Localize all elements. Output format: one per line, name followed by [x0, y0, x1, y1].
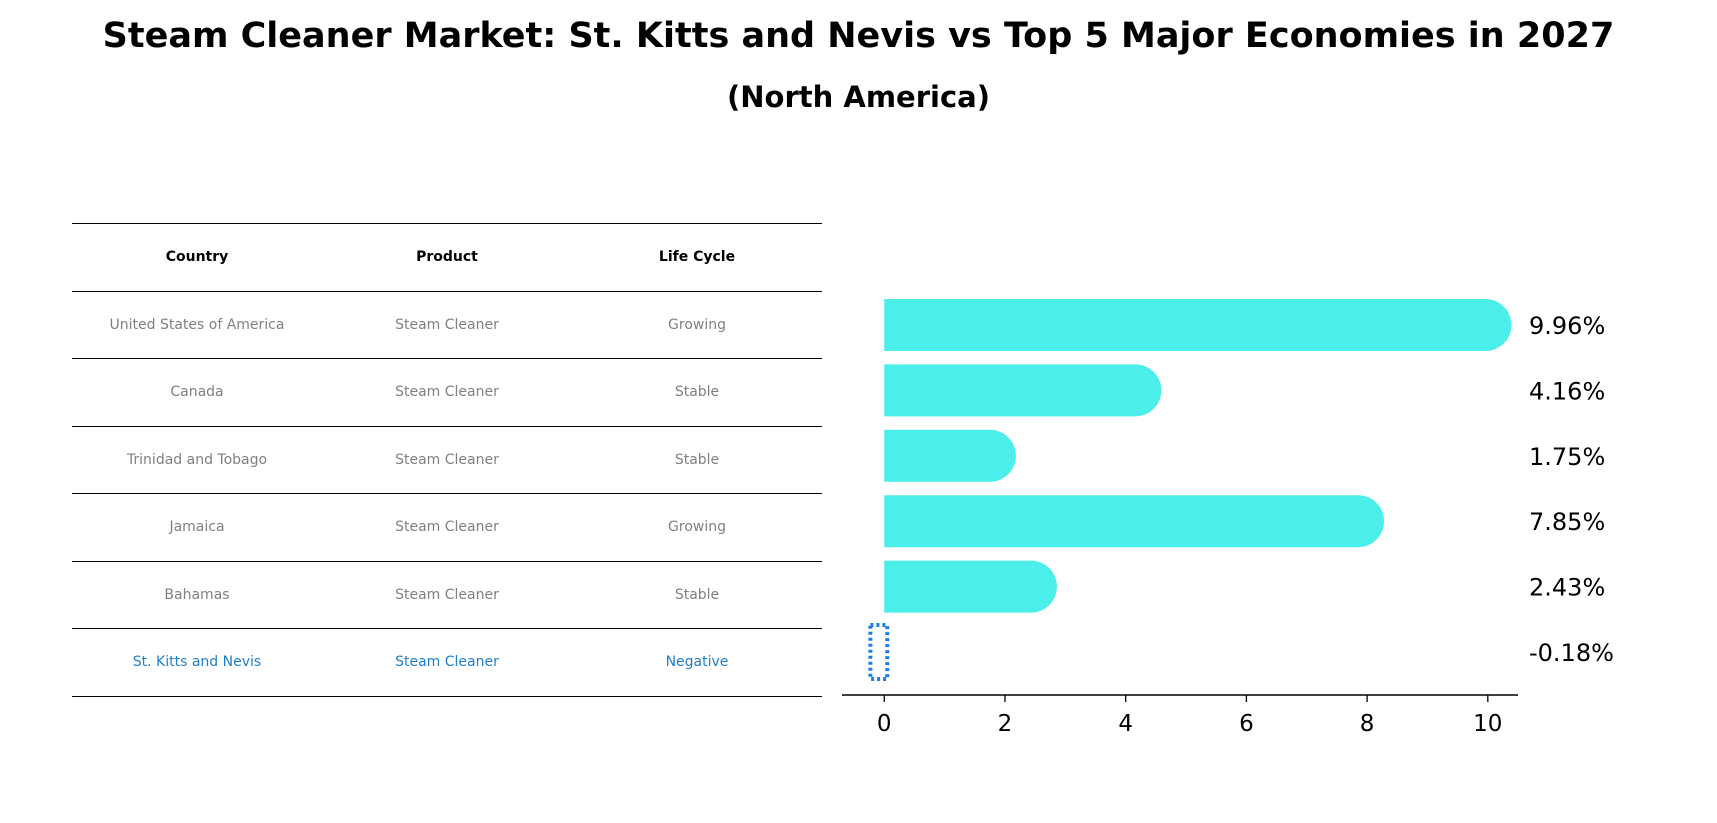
country-cell: Canada — [170, 384, 224, 401]
bar — [884, 299, 1512, 351]
table-row: Trinidad and Tobago Steam Cleaner Stable — [72, 425, 822, 494]
life-cycle-cell: Stable — [674, 451, 720, 468]
data-label: 7.85% — [1529, 508, 1605, 536]
product-cell: Steam Cleaner — [395, 519, 499, 536]
table-header-row: Country Product Life Cycle — [72, 223, 822, 291]
data-label: 4.16% — [1529, 377, 1605, 405]
bar — [884, 429, 1016, 482]
table-row: Bahamas Steam Cleaner Stable — [72, 560, 822, 629]
country-cell: United States of America — [109, 316, 285, 333]
bar — [884, 364, 1162, 417]
x-tick-label: 10 — [1473, 711, 1502, 737]
lifecycle-table: Country Product Life Cycle United States… — [72, 223, 822, 697]
life-cycle-cell: Growing — [668, 519, 726, 536]
bar — [884, 560, 1057, 613]
data-label: 1.75% — [1529, 443, 1605, 471]
x-tick-label: 6 — [1239, 711, 1254, 737]
data-label: 9.96% — [1529, 312, 1605, 340]
country-cell: Jamaica — [169, 519, 225, 536]
product-cell: Steam Cleaner — [395, 316, 499, 333]
product-cell: Steam Cleaner — [395, 451, 499, 468]
data-label: 2.43% — [1529, 574, 1605, 602]
product-cell: Steam Cleaner — [395, 384, 499, 401]
chart-subtitle: (North America) — [727, 80, 990, 114]
table-row: United States of America Steam Cleaner G… — [72, 290, 822, 359]
life-cycle-cell: Growing — [668, 316, 726, 333]
life-cycle-cell: Negative — [665, 654, 729, 671]
product-cell: Steam Cleaner — [395, 586, 499, 603]
data-label: -0.18% — [1529, 639, 1614, 667]
table-row: Canada Steam Cleaner Stable — [72, 358, 822, 426]
bar — [884, 495, 1385, 548]
life-cycle-cell: Stable — [674, 384, 720, 401]
bar-negative — [868, 623, 890, 681]
x-tick-label: 0 — [877, 711, 892, 737]
table-row-highlighted: St. Kitts and Nevis Steam Cleaner Negati… — [72, 628, 822, 697]
column-header-product: Product — [416, 249, 478, 266]
product-cell: Steam Cleaner — [395, 654, 499, 671]
life-cycle-cell: Stable — [674, 586, 720, 603]
country-cell: Trinidad and Tobago — [126, 451, 268, 468]
chart-title: Steam Cleaner Market: St. Kitts and Nevi… — [102, 16, 1615, 56]
table-row: Jamaica Steam Cleaner Growing — [72, 493, 822, 561]
country-cell: Bahamas — [164, 586, 230, 603]
x-tick-label: 4 — [1118, 711, 1133, 737]
column-header-country: Country — [165, 249, 229, 266]
x-tick-label: 8 — [1360, 711, 1375, 737]
x-tick-label: 2 — [998, 711, 1013, 737]
country-cell: St. Kitts and Nevis — [132, 654, 262, 671]
column-header-life-cycle: Life Cycle — [658, 249, 736, 266]
